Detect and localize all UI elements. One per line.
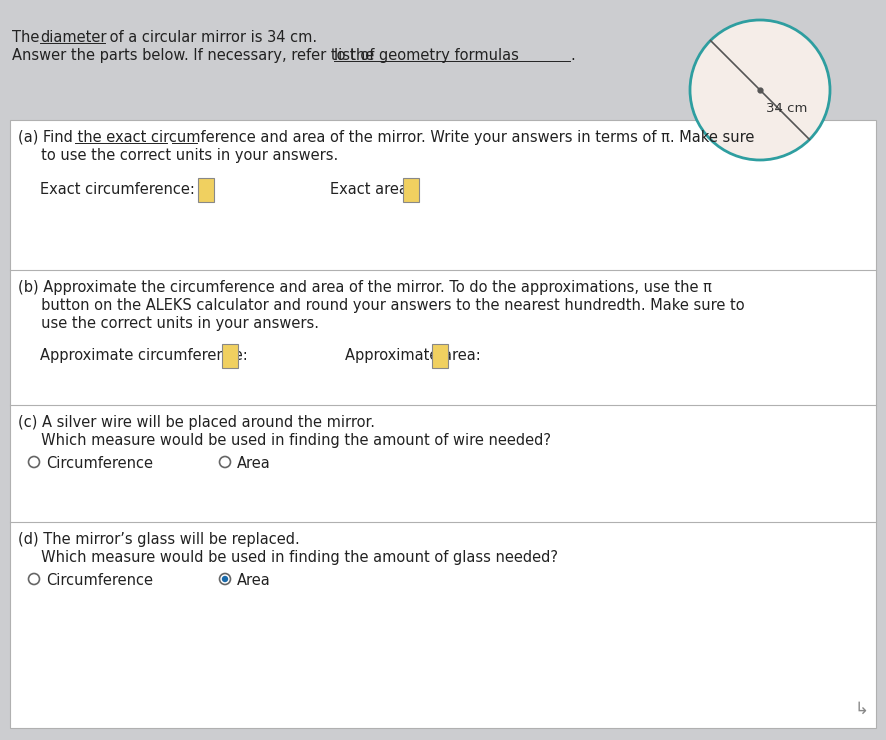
- Text: .: .: [570, 48, 575, 63]
- Circle shape: [690, 20, 830, 160]
- Text: (c) A silver wire will be placed around the mirror.: (c) A silver wire will be placed around …: [18, 415, 375, 430]
- Circle shape: [220, 574, 230, 585]
- Circle shape: [220, 457, 230, 468]
- Bar: [222, 344, 238, 368]
- Text: (a) Find the exact circumference and area of the mirror. Write your answers in t: (a) Find the exact circumference and are…: [18, 130, 754, 145]
- Text: Approximate area:: Approximate area:: [345, 348, 486, 363]
- Text: Circumference: Circumference: [46, 456, 153, 471]
- Circle shape: [28, 574, 40, 585]
- Text: list of geometry formulas: list of geometry formulas: [334, 48, 519, 63]
- Text: Area: Area: [237, 573, 271, 588]
- Text: Answer the parts below. If necessary, refer to the: Answer the parts below. If necessary, re…: [12, 48, 379, 63]
- Text: ↳: ↳: [854, 700, 868, 718]
- Bar: [198, 178, 214, 202]
- Bar: [432, 344, 448, 368]
- Text: Exact area:: Exact area:: [330, 182, 417, 197]
- Text: Which measure would be used in finding the amount of wire needed?: Which measure would be used in finding t…: [18, 433, 551, 448]
- Text: 34 cm: 34 cm: [766, 102, 807, 115]
- Text: Which measure would be used in finding the amount of glass needed?: Which measure would be used in finding t…: [18, 550, 558, 565]
- Text: to use the correct units in your answers.: to use the correct units in your answers…: [18, 148, 338, 163]
- Text: use the correct units in your answers.: use the correct units in your answers.: [18, 316, 319, 331]
- Text: Exact circumference:: Exact circumference:: [40, 182, 199, 197]
- Circle shape: [28, 457, 40, 468]
- Bar: [403, 178, 419, 202]
- Text: Area: Area: [237, 456, 271, 471]
- Text: button on the ALEKS calculator and round your answers to the nearest hundredth. : button on the ALEKS calculator and round…: [18, 298, 744, 313]
- Text: diameter: diameter: [40, 30, 106, 45]
- Text: Circumference: Circumference: [46, 573, 153, 588]
- Text: The: The: [12, 30, 44, 45]
- Text: Approximate circumference:: Approximate circumference:: [40, 348, 253, 363]
- Text: (d) The mirror’s glass will be replaced.: (d) The mirror’s glass will be replaced.: [18, 532, 299, 547]
- Text: (b) Approximate the circumference and area of the mirror. To do the approximatio: (b) Approximate the circumference and ar…: [18, 280, 711, 295]
- Bar: [10, 120, 876, 728]
- Text: of a circular mirror is 34 cm.: of a circular mirror is 34 cm.: [105, 30, 317, 45]
- Circle shape: [222, 576, 229, 582]
